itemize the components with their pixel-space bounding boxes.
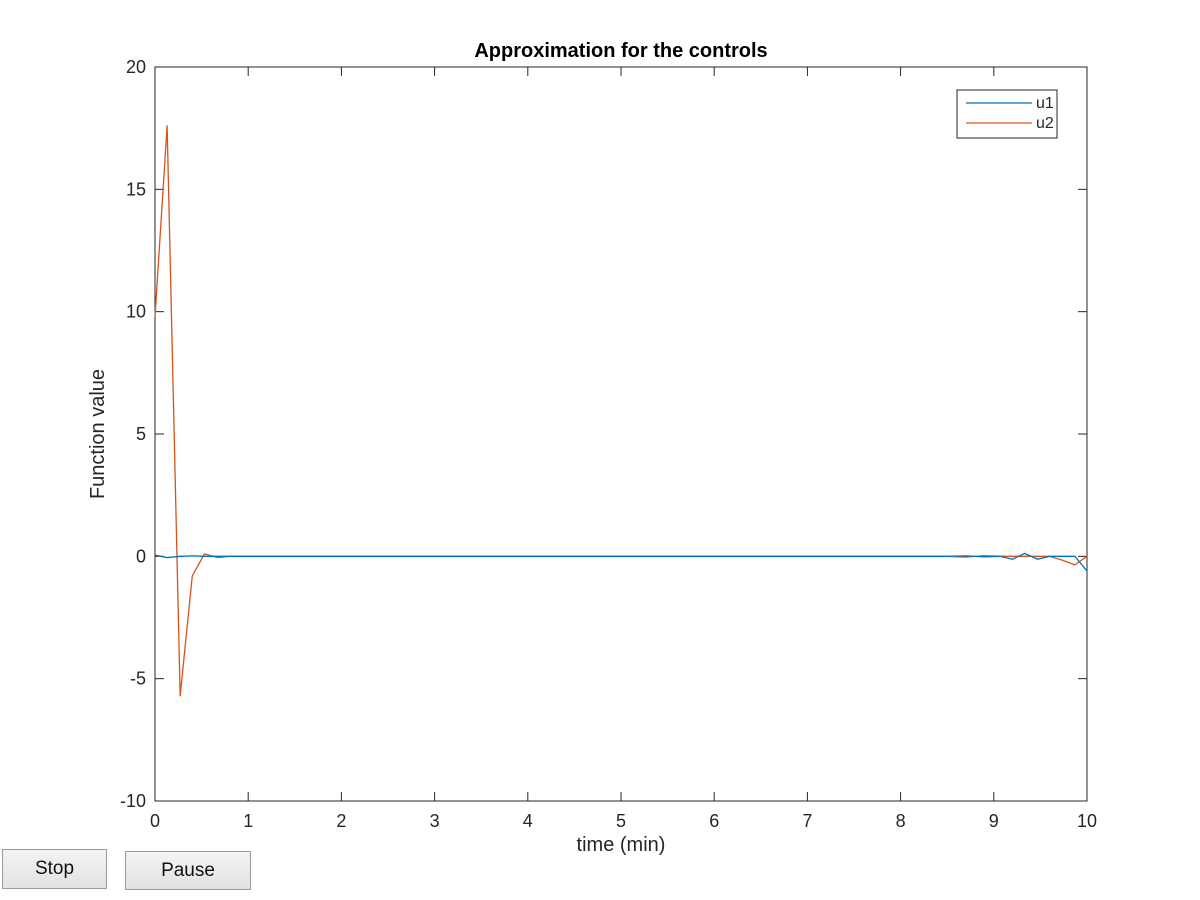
legend-label-u2: u2: [1036, 115, 1054, 132]
series-line-u1: [154, 552, 1088, 572]
x-axis: 0 1 2 3 4 5 6 7 8 9 10: [150, 67, 1097, 831]
x-tick-label: 0: [150, 811, 160, 831]
chart-title: Approximation for the controls: [474, 40, 767, 62]
y-axis-label: Function value: [87, 369, 109, 499]
y-axis: -10 -5 0 5 10 15 20: [120, 57, 1087, 811]
x-tick-label: 8: [896, 811, 906, 831]
plot-axes: [154, 66, 1088, 802]
legend-label-u1: u1: [1036, 95, 1054, 112]
x-tick-label: 9: [989, 811, 999, 831]
legend-box: [956, 89, 1058, 139]
x-tick-label: 10: [1077, 811, 1097, 831]
x-tick-label: 3: [430, 811, 440, 831]
series-layer: [154, 125, 1088, 697]
x-tick-label: 4: [523, 811, 533, 831]
y-tick-label: 20: [126, 57, 146, 77]
y-tick-label: -10: [120, 791, 146, 811]
y-tick-label: 10: [126, 302, 146, 322]
plot-area: [155, 67, 1087, 801]
y-tick-label: 5: [136, 424, 146, 444]
y-tick-label: -5: [130, 669, 146, 689]
x-tick-label: 6: [709, 811, 719, 831]
x-axis-label: time (min): [577, 834, 666, 856]
x-tick-label: 7: [802, 811, 812, 831]
stop-button[interactable]: Stop: [2, 849, 107, 889]
legend: u1 u2: [956, 89, 1058, 139]
y-tick-label: 0: [136, 546, 146, 566]
x-tick-label: 1: [243, 811, 253, 831]
x-tick-label: 2: [336, 811, 346, 831]
y-tick-label: 15: [126, 179, 146, 199]
x-tick-label: 5: [616, 811, 626, 831]
pause-button[interactable]: Pause: [125, 851, 251, 890]
